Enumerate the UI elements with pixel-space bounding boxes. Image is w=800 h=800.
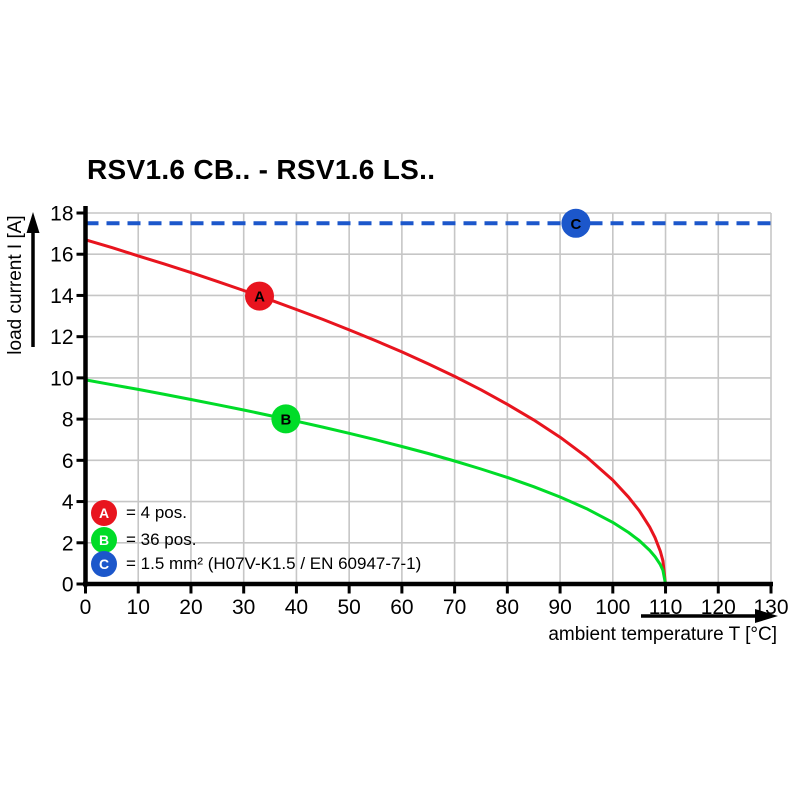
y-tick-label-10: 10: [50, 367, 73, 390]
legend-label-a: = 4 pos.: [126, 503, 187, 522]
y-tick-label-14: 14: [50, 285, 74, 308]
legend-item-a: A = 4 pos.: [91, 500, 187, 526]
x-tick-label-120: 120: [701, 596, 736, 619]
curve-A: [84, 238, 667, 586]
y-tick-label-16: 16: [50, 244, 73, 267]
y-tick-label-0: 0: [62, 574, 74, 597]
y-tick-label-12: 12: [50, 326, 73, 349]
marker-B: [271, 404, 301, 434]
y-tick-label-4: 4: [62, 491, 74, 514]
y-tick-label-8: 8: [62, 409, 74, 432]
marker-letter-B: B: [280, 411, 291, 428]
x-tick-label-50: 50: [337, 596, 360, 619]
x-tick-label-110: 110: [649, 596, 682, 619]
marker-A: [245, 281, 275, 311]
y-axis-label: load current I [A]: [5, 215, 26, 355]
y-axis-arrowhead: [26, 212, 40, 233]
x-axis-label: ambient temperature T [°C]: [548, 624, 777, 645]
x-tick-label-20: 20: [179, 596, 202, 619]
x-tick-label-100: 100: [595, 596, 630, 619]
legend-label-c: = 1.5 mm² (H07V-K1.5 / EN 60947-7-1): [126, 554, 422, 573]
marker-letter-A: A: [254, 289, 265, 306]
legend-label-b: = 36 pos.: [126, 530, 197, 549]
x-axis-arrowhead: [755, 609, 778, 623]
legend-item-c: C = 1.5 mm² (H07V-K1.5 / EN 60947-7-1): [91, 551, 421, 577]
x-tick-label-30: 30: [232, 596, 255, 619]
y-tick-label-18: 18: [50, 203, 73, 226]
legend-marker-a: A: [91, 500, 117, 526]
legend-item-b: B = 36 pos.: [91, 527, 196, 553]
x-tick-label-60: 60: [390, 596, 413, 619]
x-tick-label-90: 90: [548, 596, 571, 619]
x-tick-label-80: 80: [496, 596, 519, 619]
x-tick-label-40: 40: [285, 596, 308, 619]
curve-B: [84, 378, 667, 586]
legend-marker-c: C: [91, 551, 117, 577]
y-tick-label-6: 6: [62, 450, 74, 473]
x-tick-label-70: 70: [443, 596, 466, 619]
marker-letter-C: C: [570, 216, 581, 233]
x-tick-label-0: 0: [80, 596, 92, 619]
y-tick-label-2: 2: [62, 532, 74, 555]
x-tick-label-10: 10: [127, 596, 150, 619]
marker-C: [561, 208, 591, 238]
chart-title: RSV1.6 CB.. - RSV1.6 LS..: [87, 154, 436, 185]
legend-marker-b: B: [91, 527, 117, 553]
